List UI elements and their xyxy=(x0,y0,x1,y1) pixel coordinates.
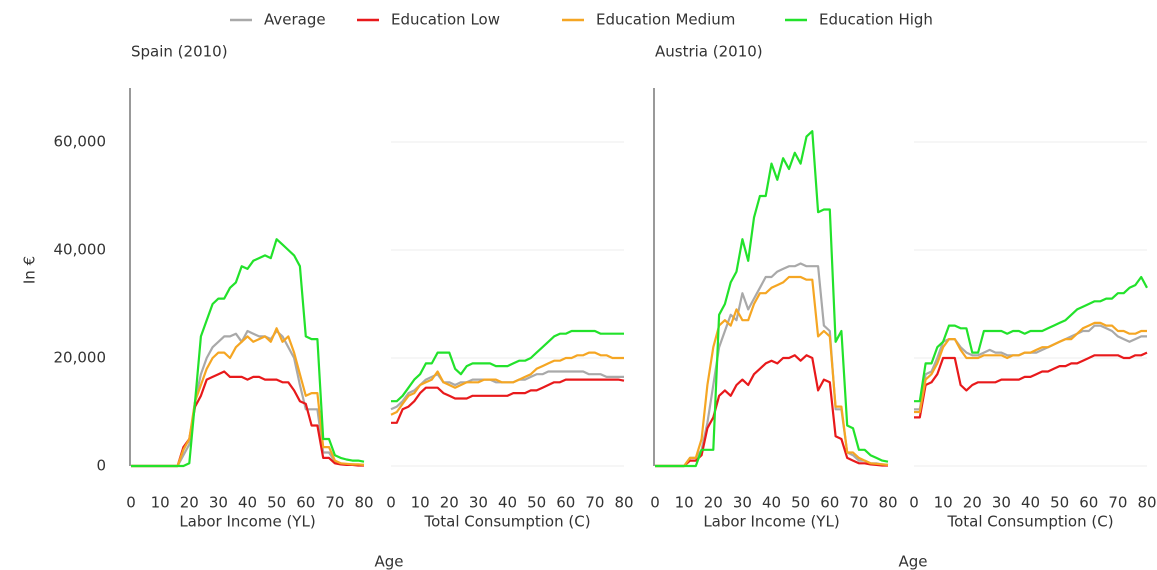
x-tick-label: 10 xyxy=(675,494,694,512)
y-tick-label: 40,000 xyxy=(54,241,107,259)
x-tick-label: 80 xyxy=(354,494,373,512)
series-line xyxy=(655,262,889,468)
series-line xyxy=(131,327,365,468)
x-tick-label: 30 xyxy=(209,494,228,512)
series-line xyxy=(655,354,888,468)
x-tick-label: 80 xyxy=(878,494,897,512)
x-tick-label: 50 xyxy=(791,494,810,512)
x-tick-label: 40 xyxy=(498,494,517,512)
x-tick-label: 0 xyxy=(909,494,919,512)
x-tick-label: 0 xyxy=(386,494,396,512)
series-line xyxy=(390,351,624,416)
x-tick-label: 80 xyxy=(1137,494,1156,512)
panel-title: Austria (2010) xyxy=(655,43,763,61)
series-line xyxy=(914,321,1147,414)
x-tick-label: 50 xyxy=(267,494,286,512)
x-tick-label: 40 xyxy=(762,494,781,512)
x-axis-label: Labor Income (YL) xyxy=(703,513,839,531)
series-line xyxy=(131,238,365,468)
y-axis-title: In € xyxy=(21,256,39,284)
legend-label: Education Medium xyxy=(596,11,735,29)
panel-title: Spain (2010) xyxy=(131,43,228,61)
x-tick-label: 60 xyxy=(296,494,315,512)
series-line xyxy=(390,370,624,411)
x-tick-label: 10 xyxy=(151,494,170,512)
x-tick-label: 30 xyxy=(992,494,1011,512)
x-tick-label: 0 xyxy=(126,494,136,512)
x-axis-label: Total Consumption (C) xyxy=(946,513,1113,531)
x-tick-label: 50 xyxy=(1050,494,1069,512)
legend-label: Education Low xyxy=(391,11,500,29)
x-axis-title: Age xyxy=(898,553,927,570)
series-line xyxy=(391,378,625,424)
series-line xyxy=(655,275,889,468)
y-tick-label: 20,000 xyxy=(54,349,107,367)
x-tick-label: 70 xyxy=(325,494,344,512)
x-tick-label: 30 xyxy=(469,494,488,512)
x-tick-label: 60 xyxy=(1079,494,1098,512)
x-axis-label: Total Consumption (C) xyxy=(423,513,590,531)
x-axis-title: Age xyxy=(374,553,403,570)
x-tick-label: 30 xyxy=(733,494,752,512)
series-line xyxy=(914,275,1148,403)
x-tick-label: 80 xyxy=(614,494,633,512)
series-line xyxy=(914,351,1148,419)
x-tick-label: 20 xyxy=(180,494,199,512)
x-tick-label: 20 xyxy=(440,494,459,512)
x-tick-label: 20 xyxy=(963,494,982,512)
x-tick-label: 60 xyxy=(820,494,839,512)
x-tick-label: 70 xyxy=(849,494,868,512)
x-tick-label: 10 xyxy=(934,494,953,512)
x-tick-label: 10 xyxy=(411,494,430,512)
y-tick-label: 60,000 xyxy=(54,133,107,151)
x-tick-label: 70 xyxy=(585,494,604,512)
series-line xyxy=(655,130,889,468)
series-line xyxy=(391,329,624,403)
x-axis-label: Labor Income (YL) xyxy=(179,513,315,531)
x-tick-label: 50 xyxy=(527,494,546,512)
x-tick-label: 70 xyxy=(1108,494,1127,512)
legend-label: Average xyxy=(264,11,326,29)
y-tick-label: 0 xyxy=(96,457,106,475)
x-tick-label: 40 xyxy=(238,494,257,512)
series-line xyxy=(131,329,364,468)
x-tick-label: 0 xyxy=(650,494,660,512)
x-tick-label: 60 xyxy=(556,494,575,512)
legend-label: Education High xyxy=(819,11,933,29)
x-tick-label: 20 xyxy=(704,494,723,512)
x-tick-label: 40 xyxy=(1021,494,1040,512)
